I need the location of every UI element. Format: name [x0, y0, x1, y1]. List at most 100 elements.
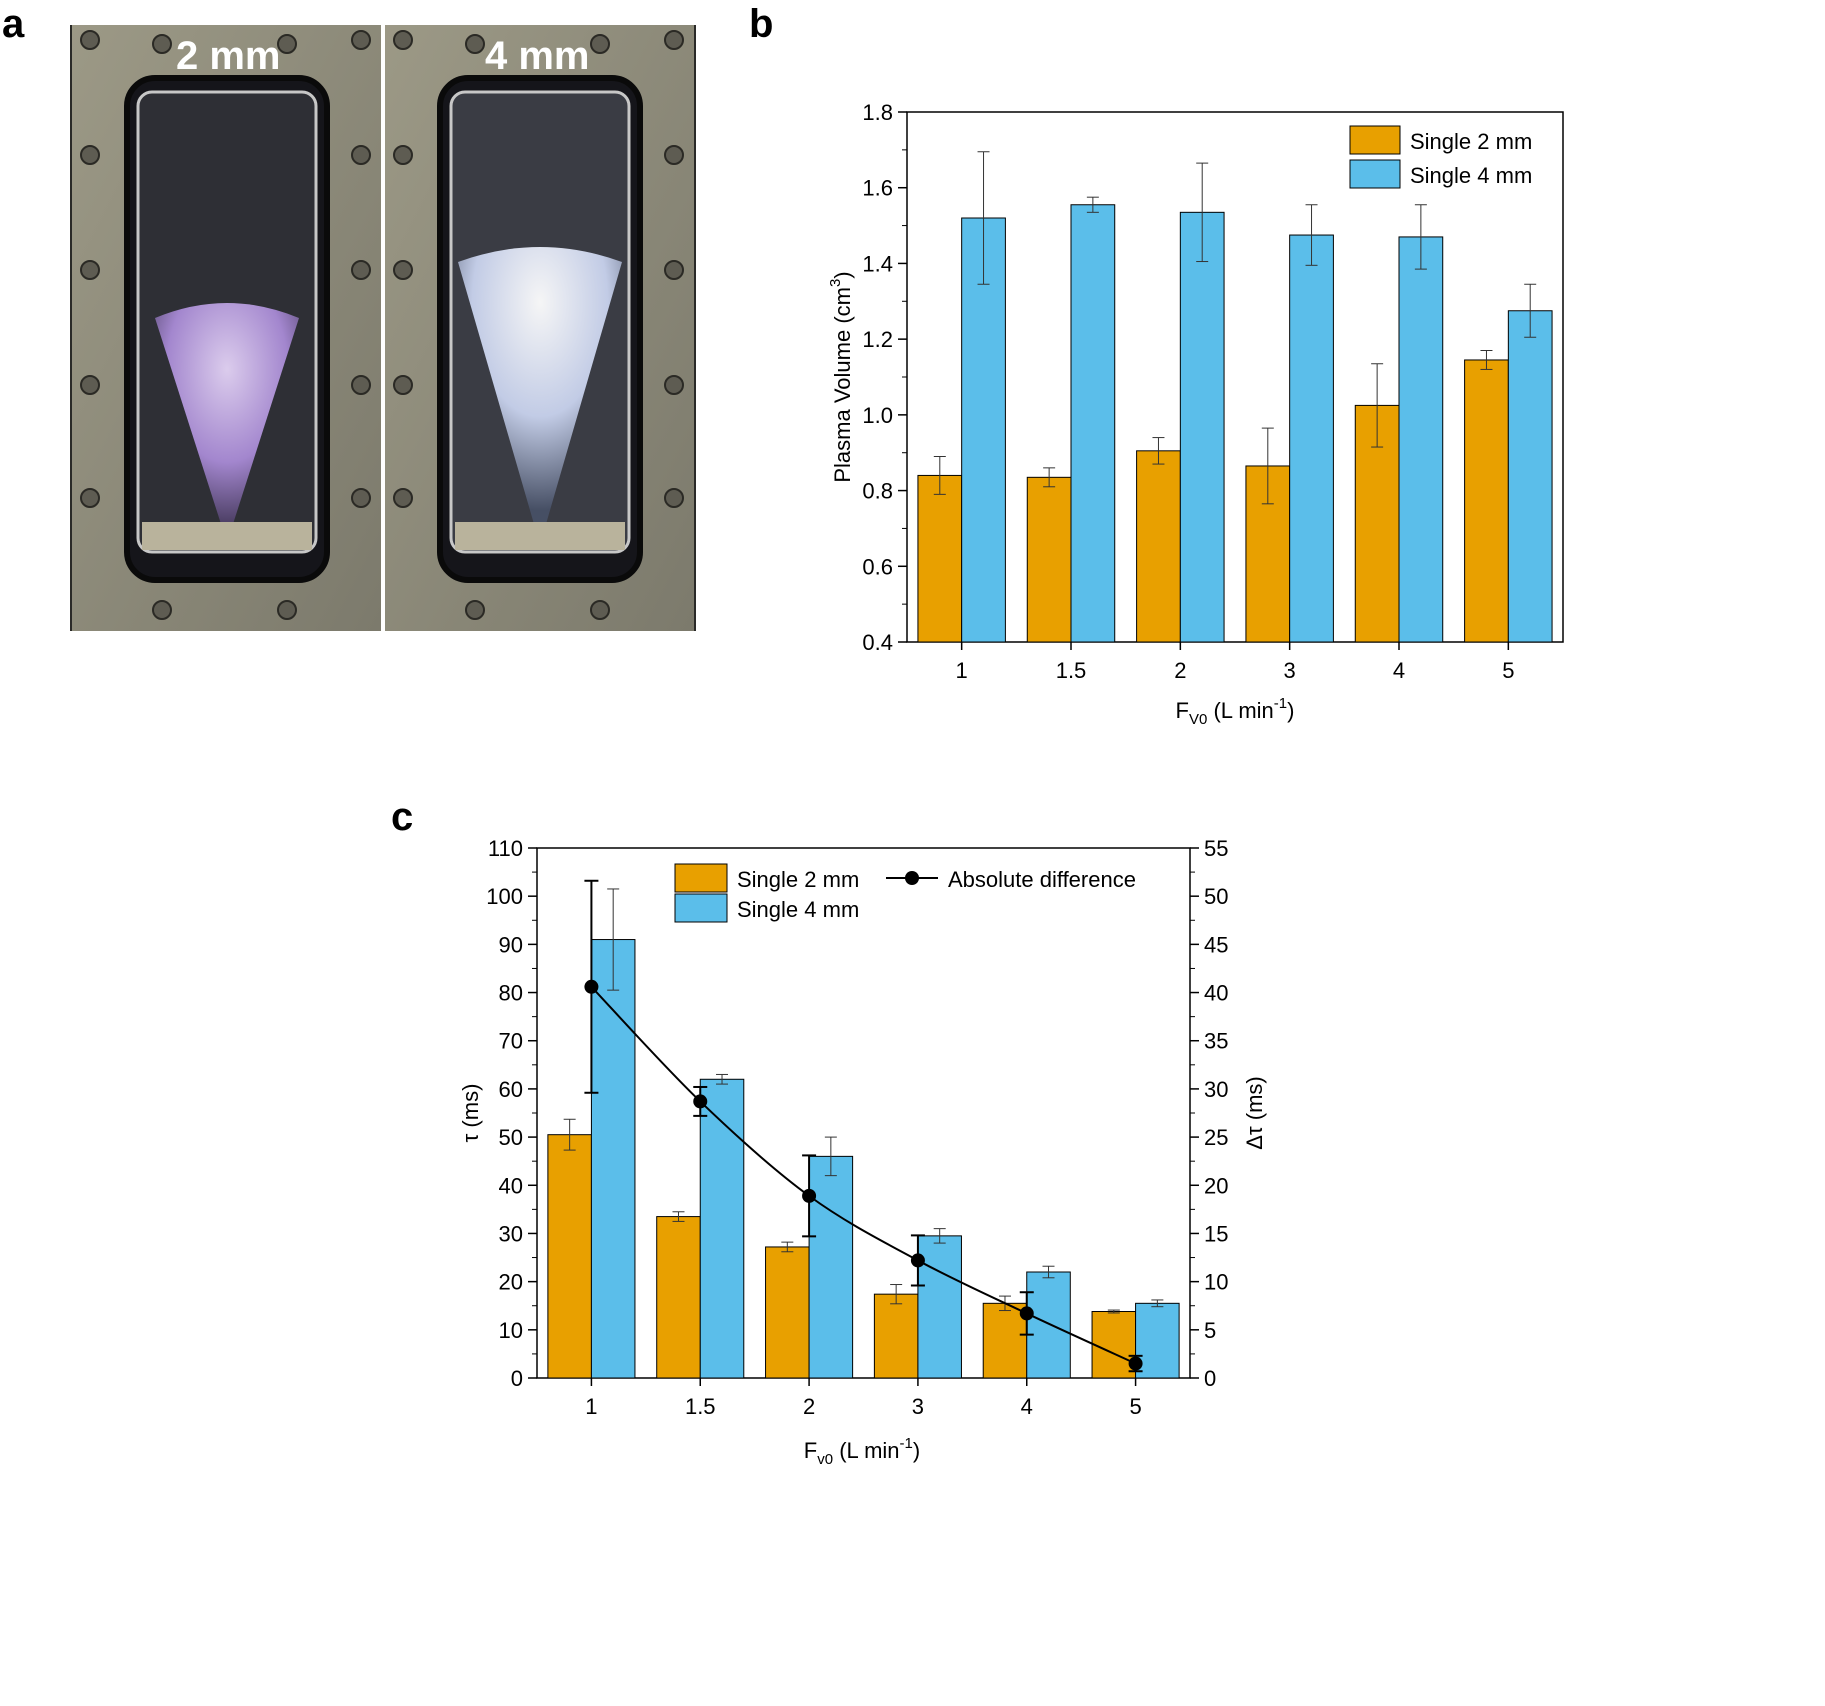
bar-single-4-mm-3 [1289, 234, 1334, 643]
y-right-tick-label: 5 [1204, 1318, 1216, 1343]
plasma-cone-right [458, 247, 622, 524]
bar-single-4-mm-1 [961, 217, 1006, 643]
y-right-tick-label: 20 [1204, 1173, 1228, 1198]
x-tick-label: 1.5 [685, 1394, 716, 1419]
screw-icon [152, 34, 172, 54]
screw-icon [80, 375, 100, 395]
bar-single-2-mm-1 [917, 474, 963, 643]
screw-icon [664, 375, 684, 395]
legend-label: Absolute difference [948, 867, 1136, 892]
screw-icon [80, 260, 100, 280]
y-tick-label: 1.2 [862, 327, 893, 352]
legend-swatch [1349, 125, 1401, 155]
y-tick-label: 40 [499, 1173, 523, 1198]
x-tick-label: 1 [956, 658, 968, 683]
y-tick-label: 80 [499, 981, 523, 1006]
y-tick-label: 30 [499, 1221, 523, 1246]
screw-icon [80, 488, 100, 508]
bar-single-2-mm-1 [547, 1134, 592, 1379]
screw-icon [465, 34, 485, 54]
legend-swatch [674, 863, 728, 893]
x-tick-label: 2 [1174, 658, 1186, 683]
y-right-tick-label: 35 [1204, 1029, 1228, 1054]
panel-label-b: b [749, 2, 774, 46]
screw-icon [664, 145, 684, 165]
bar-single-4-mm-5 [1507, 310, 1553, 643]
screw-icon [277, 34, 297, 54]
screw-icon [465, 600, 485, 620]
y-tick-label: 0.8 [862, 479, 893, 504]
line-point-1 [584, 979, 599, 994]
y-tick-label: 100 [486, 884, 523, 909]
x-tick-label: 5 [1502, 658, 1514, 683]
screw-icon [664, 488, 684, 508]
y-right-tick-label: 50 [1204, 884, 1228, 909]
bar-single-2-mm-3 [873, 1293, 919, 1379]
photo-label-4mm: 4 mm [485, 34, 590, 78]
y-axis-label-right: Δτ (ms) [1242, 1076, 1267, 1149]
bar-single-4-mm-3 [917, 1235, 962, 1379]
bar-single-4-mm-2 [1179, 211, 1225, 643]
legend-label: Single 2 mm [737, 867, 859, 892]
screw-icon [351, 375, 371, 395]
y-right-tick-label: 45 [1204, 932, 1228, 957]
screw-icon [351, 260, 371, 280]
reactor-base-left [142, 522, 312, 550]
y-tick-label: 20 [499, 1270, 523, 1295]
legend-swatch [674, 893, 728, 923]
line-point-2 [802, 1188, 817, 1203]
screw-icon [80, 145, 100, 165]
bar-single-4-mm-1 [590, 939, 636, 1379]
line-point-4 [1019, 1306, 1034, 1321]
screw-icon [351, 488, 371, 508]
legend-label: Single 4 mm [737, 897, 859, 922]
chart-b-plasma-volume: 1 1.5 2 3 4 5 0.4 0.6 0.8 1.0 1.2 1.4 1.6 1.8 Single 2… [827, 100, 1564, 728]
y-tick-label: 1.8 [862, 100, 893, 125]
bar-single-4-mm-5 [1135, 1302, 1180, 1379]
x-tick-label: 4 [1021, 1394, 1033, 1419]
photo-label-2mm: 2 mm [176, 34, 281, 78]
screw-icon [152, 600, 172, 620]
y-tick-label: 70 [499, 1029, 523, 1054]
x-tick-label: 1.5 [1056, 658, 1087, 683]
x-axis-label: Fv0 (L min-1) [804, 1435, 920, 1468]
photo-divider [381, 25, 385, 631]
plasma-cone-left [155, 303, 299, 524]
bar-single-2-mm-5 [1091, 1311, 1137, 1379]
screw-icon [351, 30, 371, 50]
line-point-3 [910, 1253, 925, 1268]
y-axis-label-left: τ (ms) [458, 1084, 483, 1143]
y-tick-label: 60 [499, 1077, 523, 1102]
screw-icon [277, 600, 297, 620]
screw-icon [664, 30, 684, 50]
y-right-tick-label: 55 [1204, 836, 1228, 861]
screw-icon [590, 34, 610, 54]
x-tick-label: 3 [1284, 658, 1296, 683]
screw-icon [80, 30, 100, 50]
legend-label: Single 2 mm [1410, 129, 1532, 154]
y-tick-label: 0.4 [862, 630, 893, 655]
y-right-tick-label: 0 [1204, 1366, 1216, 1391]
bar-single-2-mm-2 [765, 1246, 810, 1379]
y-axis-label: Plasma Volume (cm3) [827, 271, 855, 482]
bar-single-2-mm-4 [982, 1302, 1028, 1379]
bar-single-4-mm-4 [1398, 236, 1444, 643]
legend-label: Single 4 mm [1410, 163, 1532, 188]
y-right-tick-label: 30 [1204, 1077, 1228, 1102]
bar-single-4-mm-4 [1026, 1271, 1071, 1379]
bar-single-2-mm-2 [1136, 450, 1181, 643]
screw-icon [351, 145, 371, 165]
y-right-tick-label: 25 [1204, 1125, 1228, 1150]
line-point-1.5 [693, 1094, 708, 1109]
x-tick-label: 5 [1129, 1394, 1141, 1419]
y-tick-label: 1.0 [862, 403, 893, 428]
panel-label-c: c [391, 795, 414, 839]
bar-single-4-mm-1.5 [699, 1078, 745, 1379]
screw-icon [664, 260, 684, 280]
legend-swatch [1349, 159, 1401, 189]
reactor-base-right [455, 522, 625, 550]
y-tick-label: 1.6 [862, 176, 893, 201]
screw-icon [393, 30, 413, 50]
y-tick-label: 50 [499, 1125, 523, 1150]
